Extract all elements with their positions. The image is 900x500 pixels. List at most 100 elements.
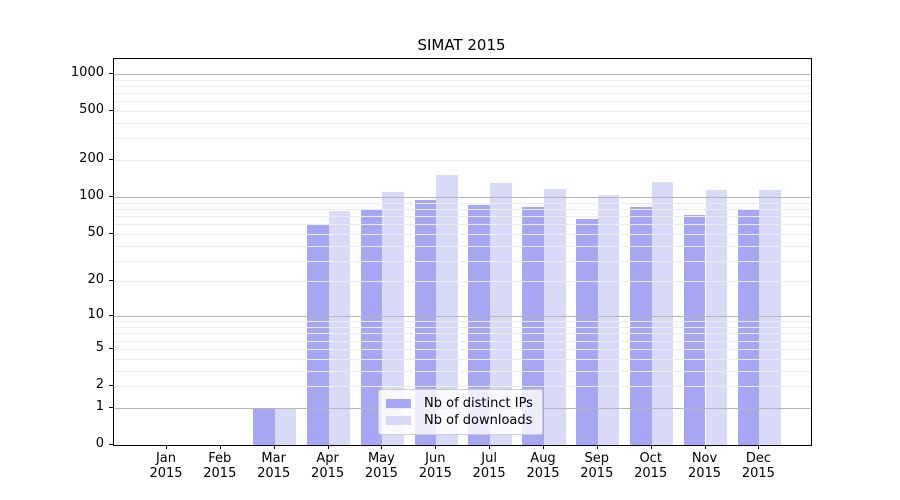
minor-gridline: [114, 260, 811, 262]
bar-distinct-ips-apr: [306, 224, 329, 445]
y-tick-label: 5: [95, 339, 104, 355]
y-tick-label: 2: [95, 377, 104, 392]
x-tick-mark: [596, 445, 598, 449]
minor-gridline: [114, 111, 811, 112]
y-tick-label: 500: [79, 102, 104, 117]
minor-gridline: [114, 233, 811, 235]
y-tick-label: 0: [95, 436, 104, 451]
x-tick-label: Jun 2015: [418, 451, 452, 481]
x-tick-mark: [273, 445, 275, 449]
x-tick-mark: [758, 445, 760, 449]
legend-entry-downloads: Nb of downloads: [386, 412, 533, 429]
minor-gridline: [114, 216, 811, 217]
minor-gridline: [114, 138, 811, 140]
y-tick-label: 1: [95, 398, 104, 414]
legend-label-distinct-ips: Nb of distinct IPs: [424, 396, 533, 411]
x-tick-mark: [489, 445, 491, 449]
y-tick-mark: [109, 315, 113, 317]
minor-gridline: [114, 370, 811, 372]
major-gridline: [114, 316, 811, 318]
x-tick-mark: [381, 445, 383, 449]
minor-gridline: [114, 340, 811, 342]
x-tick-mark: [704, 445, 706, 449]
minor-gridline: [114, 79, 811, 81]
legend-entry-distinct-ips: Nb of distinct IPs: [386, 395, 533, 412]
x-tick-mark: [543, 445, 544, 449]
x-tick-label: Jan 2015: [149, 451, 183, 481]
minor-gridline: [114, 245, 811, 247]
gridlines-layer: [114, 59, 811, 445]
x-tick-label: Mar 2015: [257, 451, 291, 481]
chart-title: SIMAT 2015: [417, 36, 506, 54]
minor-gridline: [114, 202, 811, 204]
x-tick-mark: [219, 445, 221, 449]
y-tick-label: 10: [87, 307, 104, 323]
x-tick-label: May 2015: [364, 451, 398, 481]
major-gridline: [114, 73, 811, 75]
minor-gridline: [114, 321, 811, 323]
legend: Nb of distinct IPs Nb of downloads: [378, 389, 543, 435]
plot-area: [113, 58, 812, 446]
x-tick-label: Dec 2015: [741, 451, 775, 481]
bar-downloads-nov: [705, 189, 728, 445]
minor-gridline: [114, 224, 811, 226]
minor-gridline: [114, 348, 811, 350]
minor-gridline: [114, 101, 811, 103]
minor-gridline: [114, 208, 811, 210]
y-tick-mark: [109, 280, 113, 282]
bar-distinct-ips-oct: [630, 207, 652, 445]
bar-distinct-ips-sep: [576, 219, 598, 445]
x-tick-mark: [435, 445, 437, 449]
bar-distinct-ips-nov: [683, 215, 706, 445]
y-tick-label: 50: [87, 224, 104, 240]
minor-gridline: [114, 123, 811, 124]
y-tick-mark: [109, 444, 113, 445]
minor-gridline: [114, 333, 811, 335]
y-tick-mark: [109, 347, 113, 349]
y-tick-label: 200: [79, 151, 104, 167]
legend-swatch-downloads: [386, 416, 411, 425]
bar-downloads-jul: [490, 183, 512, 445]
y-tick-label: 20: [87, 272, 104, 288]
legend-label-downloads: Nb of downloads: [424, 413, 533, 428]
minor-gridline: [114, 358, 811, 360]
x-tick-label: Feb 2015: [203, 451, 237, 481]
x-tick-label: Apr 2015: [311, 451, 345, 481]
minor-gridline: [114, 386, 811, 387]
minor-gridline: [114, 327, 811, 328]
x-tick-label: Oct 2015: [634, 451, 668, 481]
bar-downloads-dec: [759, 190, 782, 445]
y-tick-label: 100: [79, 188, 104, 204]
y-tick-mark: [109, 110, 113, 111]
major-gridline: [114, 197, 811, 199]
y-tick-mark: [109, 232, 113, 234]
y-tick-mark: [109, 72, 113, 74]
y-tick-mark: [109, 385, 113, 386]
x-tick-label: Nov 2015: [687, 451, 722, 481]
x-tick-label: Jul 2015: [472, 451, 506, 481]
minor-gridline: [114, 281, 811, 283]
x-tick-mark: [166, 445, 167, 449]
legend-swatch-distinct-ips: [386, 399, 411, 408]
bar-downloads-jun: [436, 174, 458, 445]
minor-gridline: [114, 160, 811, 162]
bar-downloads-mar: [274, 407, 297, 445]
bar-distinct-ips-aug: [522, 207, 544, 445]
bar-distinct-ips-may: [360, 208, 383, 445]
x-tick-label: Sep 2015: [580, 451, 614, 481]
bar-downloads-oct: [651, 181, 674, 445]
x-tick-mark: [650, 445, 652, 449]
minor-gridline: [114, 93, 811, 94]
bar-distinct-ips-jul: [468, 204, 491, 445]
y-tick-label: 1000: [70, 64, 104, 80]
x-tick-label: Aug 2015: [526, 451, 560, 481]
y-tick-mark: [109, 159, 113, 161]
y-tick-mark: [109, 406, 113, 408]
x-tick-mark: [327, 445, 329, 449]
bar-downloads-sep: [597, 195, 620, 445]
bar-distinct-ips-mar: [253, 407, 275, 445]
bar-downloads-may: [382, 192, 405, 445]
minor-gridline: [114, 85, 811, 87]
y-tick-mark: [109, 196, 113, 198]
